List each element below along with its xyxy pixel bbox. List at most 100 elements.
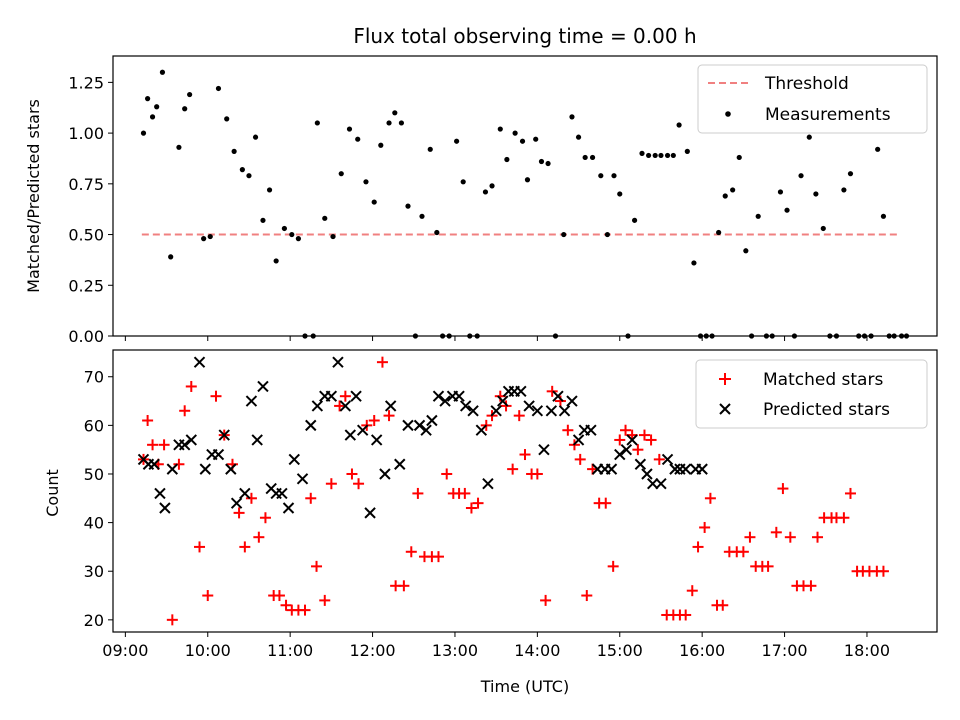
matched-stars-point <box>500 400 512 412</box>
measurements-point <box>504 156 510 163</box>
measurements-point <box>215 85 222 92</box>
x-tick-label: 09:00 <box>102 641 148 660</box>
measurements-point <box>346 126 353 132</box>
measurements-point <box>582 154 588 161</box>
measurements-point <box>743 248 749 254</box>
measurements-point <box>224 116 230 122</box>
count-plot-area: 20 30 40 50 60 70 09:00 10:00 11:00 12:00 13:00 14:… <box>84 356 890 660</box>
measurements-point <box>454 138 460 144</box>
measurements-point <box>730 187 736 193</box>
matched-stars-point <box>812 531 824 543</box>
matched-stars-point <box>600 497 612 509</box>
predicted-stars-point <box>245 395 258 407</box>
measurements-point <box>497 126 503 132</box>
ratio-plot-frame <box>112 55 938 337</box>
predicted-stars-point <box>605 463 618 475</box>
measurements-point <box>524 177 531 183</box>
predicted-stars-point <box>467 405 479 417</box>
matched-stars-point <box>210 390 222 402</box>
measurements-point <box>569 114 575 120</box>
measurements-point <box>519 138 526 144</box>
predicted-stars-point <box>696 463 708 475</box>
matched-stars-point <box>562 424 574 436</box>
predicted-stars-point <box>655 477 667 490</box>
matched-stars-point <box>699 521 711 533</box>
legend-threshold-label: Threshold <box>764 74 849 94</box>
matched-stars-point <box>607 560 619 572</box>
count-y-tick-label: 20 <box>84 611 104 630</box>
measurements-point <box>880 213 887 219</box>
matched-stars-point <box>353 478 365 490</box>
matched-stars-point <box>614 434 626 446</box>
legend-predicted-label: Predicted stars <box>763 400 890 420</box>
ratio-y-tick-label: 0.75 <box>68 175 104 194</box>
measurements-point <box>187 91 193 98</box>
measurements-point <box>598 173 604 179</box>
matched-stars-point <box>777 483 789 495</box>
matched-stars-point <box>179 405 191 417</box>
matched-stars-point <box>239 541 251 553</box>
matched-stars-point <box>245 492 257 504</box>
x-tick-label: 12:00 <box>350 641 396 660</box>
measurements-point <box>670 152 676 159</box>
matched-stars-point <box>546 385 558 397</box>
predicted-stars-point <box>566 395 578 407</box>
predicted-stars-point <box>230 497 243 509</box>
predicted-stars-point <box>350 390 362 402</box>
measurements-point <box>154 104 160 110</box>
y-axis-label-ratio: Matched/Predicted stars <box>24 99 43 293</box>
measurements-point <box>260 217 266 223</box>
count-y-tick-label: 70 <box>84 368 104 387</box>
ratio-panel: Flux total observing time = 0.00 h Match… <box>24 24 938 346</box>
matched-stars-point <box>166 614 178 626</box>
predicted-stars-point <box>218 429 230 441</box>
chart-title: Flux total observing time = 0.00 h <box>353 24 696 48</box>
legend-predicted-swatch <box>719 403 731 415</box>
matched-stars-point <box>574 453 586 465</box>
measurements-point <box>159 69 166 75</box>
predicted-stars-point <box>453 390 465 402</box>
predicted-stars-point <box>475 424 488 436</box>
ratio-plot-area: 0.00 0.25 0.50 0.75 1.00 1.25 <box>68 69 910 346</box>
predicted-stars-point <box>585 424 597 436</box>
measurements-point <box>419 213 425 219</box>
matched-stars-point <box>877 565 889 577</box>
ratio-y-tick-label: 0.00 <box>68 327 104 346</box>
matched-stars-point <box>784 531 796 543</box>
measurements-point <box>658 152 664 159</box>
measurements-point <box>482 189 489 195</box>
predicted-stars-point <box>339 400 352 412</box>
predicted-stars-point <box>296 473 309 485</box>
count-panel: Count Time (UTC) 20 30 40 50 60 70 09:00 10:00 1… <box>43 349 938 696</box>
count-y-tick-label: 30 <box>84 562 104 581</box>
predicted-stars-point <box>490 405 502 417</box>
measurements-point <box>736 154 742 161</box>
matched-stars-point <box>472 497 484 509</box>
measurements-point <box>386 120 392 126</box>
predicted-stars-point <box>661 453 674 466</box>
predicted-stars-point <box>439 395 451 407</box>
measurements-point <box>777 189 784 195</box>
matched-stars-point <box>581 590 593 602</box>
predicted-stars-point <box>413 419 426 432</box>
matched-stars-point <box>692 541 704 553</box>
matched-stars-point <box>142 415 154 426</box>
x-axis-label: Time (UTC) <box>480 677 569 696</box>
count-plot-frame <box>112 349 938 633</box>
matched-stars-point <box>346 468 358 480</box>
predicted-stars-point <box>356 424 369 436</box>
ratio-y-tick-label: 1.25 <box>68 73 104 92</box>
matched-stars-point <box>299 604 311 616</box>
measurements-point <box>314 120 320 126</box>
matched-stars-point <box>805 580 817 592</box>
x-tick-label: 18:00 <box>844 641 890 660</box>
count-y-tick-label: 40 <box>84 514 104 533</box>
matched-stars-point <box>465 502 477 514</box>
predicted-stars-point <box>379 468 391 480</box>
predicted-stars-point <box>626 434 638 446</box>
predicted-stars-point <box>679 463 692 475</box>
matched-stars-point <box>311 560 323 572</box>
measurements-point <box>646 152 652 159</box>
measurements-point <box>716 229 722 236</box>
predicted-stars-point <box>159 502 171 514</box>
